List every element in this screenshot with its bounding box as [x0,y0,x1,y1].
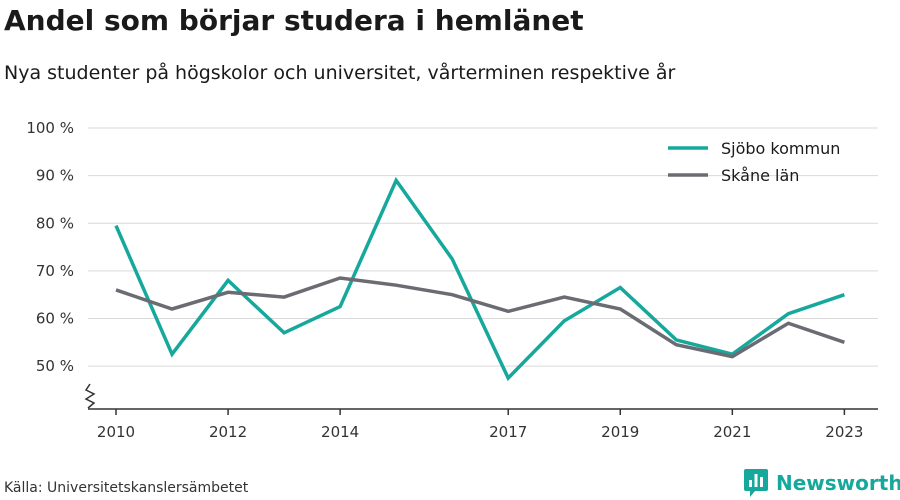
series-line-1 [115,276,845,359]
x-tick-label: 2023 [825,423,863,441]
chart-title: Andel som börjar studera i hemlänet [4,4,584,37]
y-tick-label: 70 % [36,262,74,280]
x-tick-label: 2010 [97,423,135,441]
legend-label: Sjöbo kommun [721,139,840,158]
y-tick-label: 60 % [36,310,74,328]
axis-break-icon [84,383,96,409]
y-tick-label: 90 % [36,167,74,185]
x-tick-label: 2021 [713,423,751,441]
x-tick-label: 2012 [209,423,247,441]
source-note: Källa: Universitetskanslersämbetet [4,480,249,496]
legend-label: Skåne län [721,166,799,185]
series-line-0 [114,176,845,382]
y-tick-label: 50 % [36,357,74,375]
y-tick-label: 80 % [36,214,74,232]
x-tick-label: 2017 [489,423,527,441]
bar-chart-logo-icon [744,469,768,497]
x-tick-label: 2019 [601,423,639,441]
y-tick-label: 100 % [26,119,74,137]
x-tick-label: 2014 [321,423,359,441]
brand-name: Newsworthy [776,471,900,495]
chart-subtitle: Nya studenter på högskolor och universit… [4,62,676,84]
brand-logo: Newsworthy [744,469,900,497]
